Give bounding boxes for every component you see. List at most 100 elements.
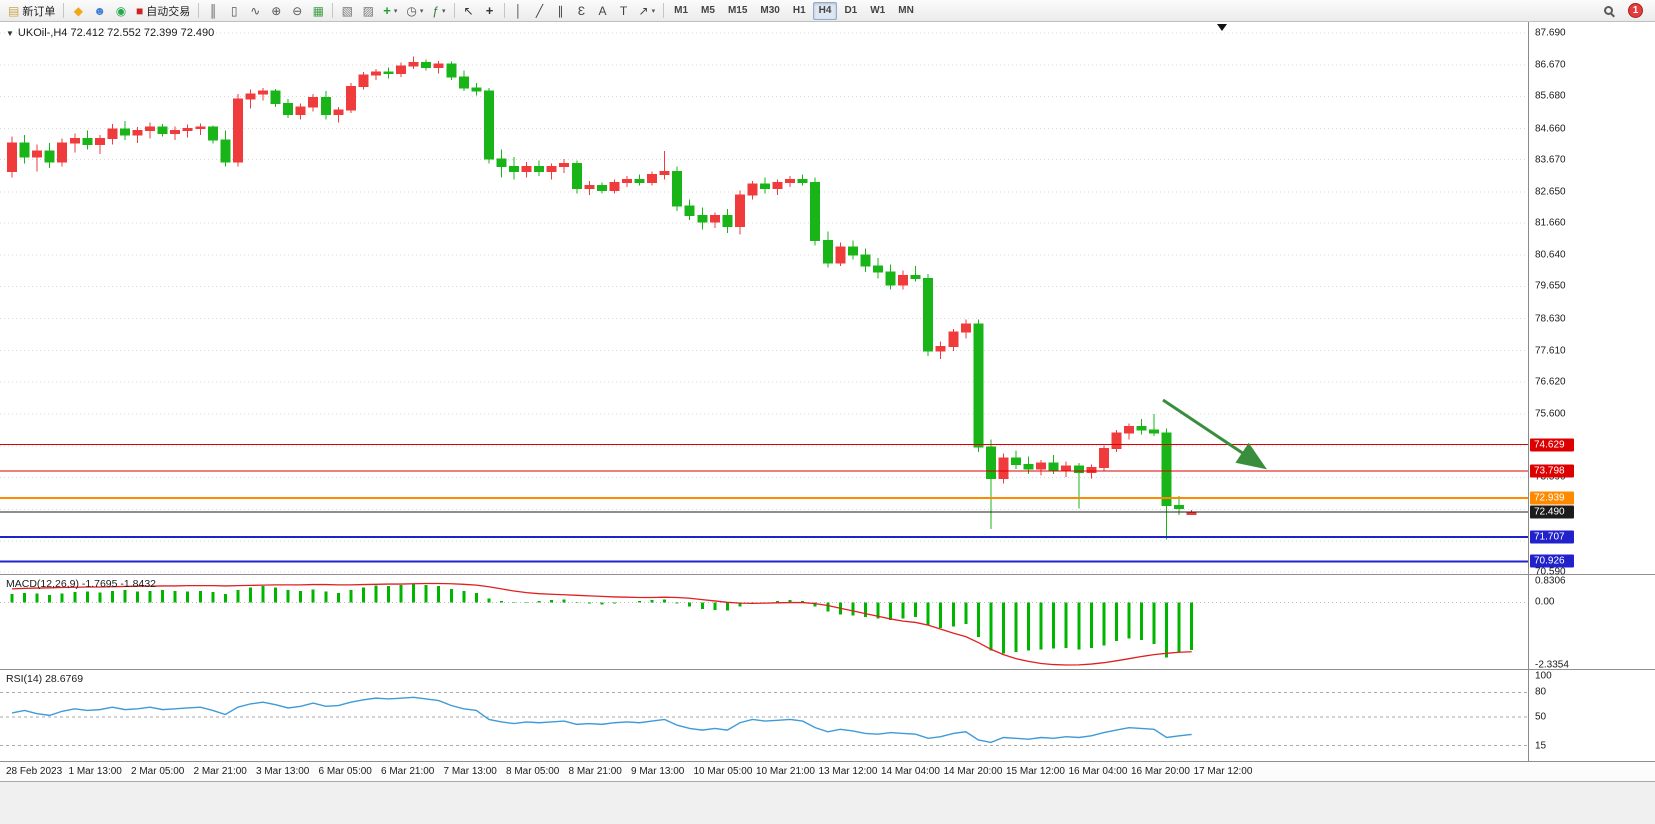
crosshair-button[interactable]: + — [480, 2, 500, 20]
time-axis-label: 17 Mar 12:00 — [1193, 766, 1253, 777]
toolbar-separator — [63, 3, 65, 18]
metaquotes-icon[interactable]: ◆ — [68, 2, 88, 20]
time-axis-label: 8 Mar 05:00 — [506, 766, 560, 777]
timeframe-m30-button[interactable]: M30 — [760, 5, 780, 16]
timeframe-m5-button[interactable]: M5 — [701, 5, 715, 16]
timeframe-h1-button[interactable]: H1 — [792, 5, 806, 16]
rsi-panel: 100 80 50 15 RSI(14) 28.6769 — [0, 670, 1655, 762]
price-tag: 73.798 — [1530, 464, 1574, 478]
rsi-axis-label: 15 — [1535, 740, 1547, 752]
cursor-button[interactable]: ↖ — [459, 2, 479, 20]
quote-dropdown-icon[interactable]: ▼ — [6, 28, 14, 38]
main-chart-panel: 87.690 86.670 85.680 84.660 83.670 82.650 81.6… — [0, 22, 1655, 577]
zoom-out-button[interactable]: ⊖ — [287, 2, 307, 20]
rsi-plot[interactable] — [0, 670, 1528, 762]
elliott-wave-icon: Ɛ — [577, 3, 586, 18]
toolbar-separator — [453, 3, 455, 18]
rsi-axis-label: 80 — [1535, 686, 1547, 698]
price-axis-label: 84.660 — [1535, 123, 1566, 134]
price-axis-label: 75.600 — [1535, 408, 1566, 420]
text-button[interactable]: A — [593, 2, 613, 20]
price-axis-label: 73.590 — [1535, 471, 1566, 483]
search-button[interactable] — [1598, 2, 1618, 20]
time-axis-label: 14 Mar 20:00 — [943, 766, 1003, 777]
label-button[interactable]: T — [614, 2, 634, 20]
macd-axis-label: 0.8306 — [1535, 575, 1566, 587]
price-axis-label: 81.660 — [1535, 217, 1566, 229]
rsi-label: RSI(14) 28.6769 — [6, 673, 84, 685]
new-order-button[interactable]: ▤ 新订单 — [4, 2, 59, 20]
time-axis-label: 16 Mar 04:00 — [1068, 766, 1128, 777]
trendline-button[interactable]: ╱ — [530, 2, 550, 20]
channel-button[interactable]: ∥ — [551, 2, 571, 20]
periods-button[interactable]: ◷ ▾ — [402, 2, 427, 20]
autotrading-button[interactable]: ■ 自动交易 — [132, 2, 194, 20]
zoom-out-icon: ⊖ — [292, 3, 303, 18]
timeframe-m1-button[interactable]: M1 — [674, 5, 689, 16]
macd-axis-label: 0.00 — [1535, 596, 1555, 608]
price-axis-label: 80.640 — [1535, 249, 1566, 261]
vertical-line-icon: │ — [514, 3, 523, 18]
price-axis-label: 87.690 — [1535, 27, 1566, 39]
time-axis-label: 1 Mar 13:00 — [68, 766, 122, 777]
timeframe-d1-button[interactable]: D1 — [844, 5, 858, 16]
time-axis-label: 3 Mar 13:00 — [256, 766, 310, 777]
rsi-scale[interactable]: 100 80 50 15 — [1528, 670, 1655, 761]
macd-label: MACD(12,26,9) -1.7695 -1.8432 — [6, 578, 156, 590]
time-axis-label: 13 Mar 12:00 — [818, 766, 878, 777]
community-icon[interactable]: ☻ — [89, 2, 110, 20]
timeframe-w1-button[interactable]: W1 — [870, 5, 886, 16]
bars-chart-icon: ║ — [208, 3, 218, 18]
time-axis-label: 2 Mar 05:00 — [131, 766, 185, 777]
autotrading-icon: ■ — [135, 3, 144, 18]
rsi-axis-label: 100 — [1535, 670, 1552, 682]
arrows-button[interactable]: ↗ ▾ — [635, 2, 660, 20]
time-axis-label: 9 Mar 13:00 — [631, 766, 685, 777]
macd-signal-line — [11, 582, 1192, 666]
channel-icon: ∥ — [557, 3, 564, 18]
elliott-wave-button[interactable]: Ɛ — [572, 2, 592, 20]
signals-icon[interactable]: ◉ — [111, 2, 131, 20]
timeframe-m15-button[interactable]: M15 — [727, 5, 748, 16]
tile-windows-button[interactable]: ▦ — [308, 2, 328, 20]
macd-histogram — [10, 583, 1194, 658]
symbol-quote-label: ▼ UKOil-,H4 72.412 72.552 72.399 72.490 — [6, 27, 214, 39]
new-order-button-label: 新订单 — [22, 5, 56, 18]
arrange-windows-button[interactable]: ▨ — [358, 2, 378, 20]
candlestick-chart-button[interactable]: ▯ — [224, 2, 244, 20]
line-chart-button[interactable]: ∿ — [245, 2, 265, 20]
rsi-line — [11, 696, 1192, 744]
new-chart-button[interactable]: + ▾ — [379, 2, 401, 20]
toolbar: ▤ 新订单 ◆ ☻ ◉ ■ 自动交易 ║ ▯ ∿ ⊕ ⊖ ▦ ▧ ▨ + ▾ ◷ ▾ ƒ ▾ ↖ + │ ╱ ∥ Ɛ A T ↗ ▾ M1 M5… — [0, 0, 1655, 22]
indicators-button[interactable]: ƒ ▾ — [428, 2, 449, 20]
trend-arrow[interactable] — [1162, 398, 1267, 470]
vertical-line-button[interactable]: │ — [509, 2, 529, 20]
candles — [7, 56, 1197, 540]
time-scale[interactable]: 28 Feb 2023 1 Mar 13:00 2 Mar 05:00 2 Mar 2… — [0, 762, 1655, 782]
notification-badge[interactable]: 1 — [1628, 3, 1643, 18]
macd-axis-label: -2.3354 — [1535, 659, 1569, 671]
toolbar-items: ▤ 新订单 ◆ ☻ ◉ ■ 自动交易 ║ ▯ ∿ ⊕ ⊖ ▦ ▧ ▨ + ▾ ◷ ▾ ƒ ▾ ↖ + │ ╱ ∥ Ɛ A T ↗ ▾ M1 M5… — [4, 0, 920, 21]
new-order-icon: ▤ — [8, 3, 20, 18]
macd-scale[interactable]: 0.8306 0.00 -2.3354 — [1528, 575, 1655, 671]
rsi-axis-label: 50 — [1535, 711, 1547, 723]
time-axis-label: 2 Mar 21:00 — [193, 766, 247, 777]
cascade-windows-button[interactable]: ▧ — [337, 2, 357, 20]
time-axis-label: 10 Mar 21:00 — [756, 766, 815, 777]
price-scale[interactable]: 87.690 86.670 85.680 84.660 83.670 82.650 81.6… — [1528, 22, 1655, 577]
dropdown-caret-icon: ▾ — [393, 7, 398, 15]
timeframe-h4-button[interactable]: H4 — [812, 1, 838, 20]
time-axis-label: 15 Mar 12:00 — [1006, 766, 1065, 777]
toolbar-separator — [663, 3, 665, 18]
zoom-in-button[interactable]: ⊕ — [266, 2, 286, 20]
chart-plot-area[interactable] — [0, 22, 1528, 575]
periods-icon: ◷ — [406, 3, 417, 18]
price-axis-label: 76.620 — [1535, 376, 1566, 388]
macd-plot[interactable] — [0, 575, 1528, 670]
bars-chart-button[interactable]: ║ — [203, 2, 223, 20]
price-axis-label: 83.670 — [1535, 154, 1566, 166]
toolbar-right: 1 — [1598, 2, 1651, 20]
timeframe-mn-button[interactable]: MN — [898, 5, 914, 16]
time-axis-label: 7 Mar 13:00 — [443, 766, 497, 777]
autotrading-button-label: 自动交易 — [146, 5, 191, 18]
